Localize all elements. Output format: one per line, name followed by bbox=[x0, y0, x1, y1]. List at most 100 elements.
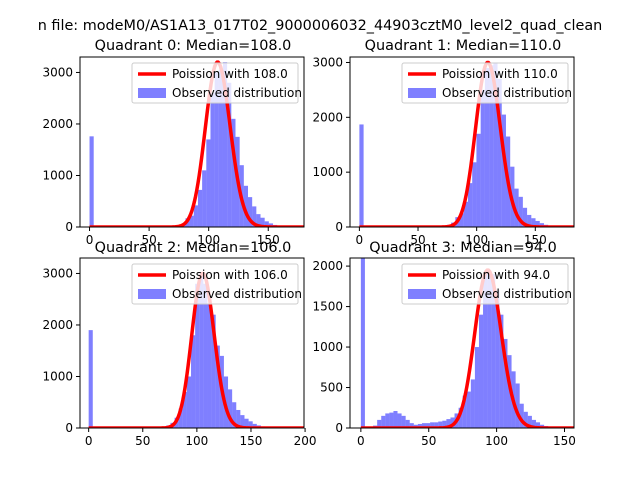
histogram-bar bbox=[182, 391, 187, 428]
x-tick-label: 50 bbox=[421, 434, 436, 448]
histogram-bar bbox=[519, 403, 524, 428]
y-tick-label: 1000 bbox=[42, 369, 73, 383]
histogram-bar bbox=[231, 118, 236, 227]
x-tick-label: 0 bbox=[357, 434, 365, 448]
histogram-bar bbox=[202, 170, 207, 227]
histogram-bar bbox=[462, 395, 467, 428]
histogram-bar bbox=[405, 419, 410, 428]
x-tick-label: 50 bbox=[141, 233, 156, 247]
histogram-bar bbox=[88, 330, 93, 428]
histogram-bar bbox=[503, 338, 508, 428]
histogram-bar bbox=[214, 72, 219, 227]
histogram-bar bbox=[381, 415, 386, 428]
histogram-bar bbox=[421, 423, 427, 428]
legend-hist-swatch bbox=[138, 289, 166, 299]
legend-box bbox=[131, 263, 299, 305]
histogram-bar bbox=[438, 421, 443, 428]
x-tick-label: 200 bbox=[294, 434, 317, 448]
x-tick-label: 150 bbox=[553, 434, 576, 448]
y-tick-label: 3000 bbox=[42, 266, 73, 280]
y-tick-label: 3000 bbox=[42, 65, 73, 79]
x-tick-label: 100 bbox=[197, 233, 220, 247]
quadrant-2-axes-frame bbox=[79, 257, 305, 429]
legend-hist-label: Observed distribution bbox=[172, 287, 302, 301]
histogram-bar bbox=[518, 196, 523, 227]
histogram-bar bbox=[360, 258, 365, 428]
legend-fit-label: Poission with 108.0 bbox=[172, 67, 288, 81]
figure-suptitle: n file: modeM0/AS1A13_017T02_9000006032_… bbox=[38, 18, 603, 34]
legend-box bbox=[401, 62, 569, 104]
histogram-bar bbox=[535, 220, 540, 227]
histogram-bar bbox=[203, 283, 208, 428]
quadrant-0-title: Quadrant 0: Median=108.0 bbox=[95, 38, 292, 54]
x-tick-label: 150 bbox=[524, 233, 547, 247]
y-tick-label: 2000 bbox=[42, 117, 73, 131]
histogram-bar bbox=[211, 314, 216, 428]
histogram-bar bbox=[248, 197, 253, 227]
histogram-bar bbox=[195, 283, 200, 428]
histogram-bar bbox=[199, 273, 204, 428]
legend-hist-label: Observed distribution bbox=[442, 287, 572, 301]
legend: Poission with 108.0 Observed distribution bbox=[131, 62, 302, 104]
x-tick-label: 0 bbox=[85, 434, 93, 448]
histogram-bar bbox=[478, 314, 484, 428]
histogram-bar bbox=[527, 214, 532, 227]
histogram-bar bbox=[389, 412, 394, 428]
histogram-bar bbox=[409, 423, 414, 428]
histogram-bar bbox=[487, 270, 492, 428]
quadrant-1-plot-area bbox=[358, 60, 574, 227]
legend: Poission with 110.0 Observed distribution bbox=[401, 62, 572, 104]
histogram-bar bbox=[193, 205, 198, 227]
legend-fit-label: Poission with 106.0 bbox=[172, 268, 288, 282]
x-tick-label: 50 bbox=[135, 434, 150, 448]
histogram-bar bbox=[466, 391, 471, 428]
histogram-bar bbox=[514, 188, 519, 227]
x-tick-label: 50 bbox=[410, 233, 425, 247]
histogram-bar bbox=[189, 215, 194, 227]
histogram-bar bbox=[434, 422, 439, 428]
legend-fit-label: Poission with 110.0 bbox=[442, 67, 558, 81]
histogram-bar bbox=[491, 274, 496, 428]
histogram-bar bbox=[248, 421, 253, 428]
legend-hist-label: Observed distribution bbox=[442, 86, 572, 100]
quadrant-1-title: Quadrant 1: Median=110.0 bbox=[365, 38, 562, 54]
histogram-bar bbox=[207, 304, 212, 428]
histogram-bar bbox=[470, 379, 475, 428]
histogram-bar bbox=[243, 185, 248, 227]
legend-hist-swatch bbox=[408, 88, 436, 98]
y-tick-label: 1000 bbox=[312, 165, 343, 179]
quadrant-3-title: Quadrant 3: Median=94.0 bbox=[369, 240, 557, 256]
quadrant-1-panel: 0 50 100 150 0 1000 2000 3000 Poission with 110.… bbox=[312, 38, 575, 247]
legend-hist-swatch bbox=[408, 289, 436, 299]
y-tick-label: 1000 bbox=[42, 168, 73, 182]
y-tick-label: 0 bbox=[335, 220, 343, 234]
histogram-bar bbox=[210, 93, 215, 227]
histogram-bar bbox=[430, 422, 435, 428]
legend-box bbox=[131, 62, 299, 104]
legend-box bbox=[401, 263, 569, 305]
y-tick-label: 0 bbox=[65, 220, 73, 234]
histogram-bar bbox=[493, 62, 498, 227]
quadrant-2-title: Quadrant 2: Median=106.0 bbox=[95, 240, 292, 256]
histogram-bar bbox=[442, 420, 447, 428]
histogram-bar bbox=[186, 376, 192, 428]
y-tick-label: 0 bbox=[335, 421, 343, 435]
histogram-bar bbox=[222, 62, 228, 227]
histogram-bar bbox=[236, 409, 241, 428]
histogram-bar bbox=[359, 124, 364, 227]
histogram-bar bbox=[240, 415, 245, 428]
histogram-bar bbox=[539, 223, 544, 227]
legend-hist-label: Observed distribution bbox=[172, 86, 302, 100]
histogram-bar bbox=[474, 347, 479, 428]
histogram-bar bbox=[206, 139, 211, 227]
histogram-bar bbox=[535, 422, 541, 428]
x-tick-label: 100 bbox=[485, 434, 508, 448]
histogram-bar bbox=[197, 189, 203, 227]
quadrant-0-axes-frame bbox=[79, 56, 305, 228]
histogram-bar bbox=[89, 136, 94, 227]
histogram-bar bbox=[252, 206, 257, 227]
histogram-bar bbox=[191, 335, 196, 428]
histogram-bar bbox=[463, 201, 468, 227]
y-tick-label: 500 bbox=[320, 381, 343, 395]
